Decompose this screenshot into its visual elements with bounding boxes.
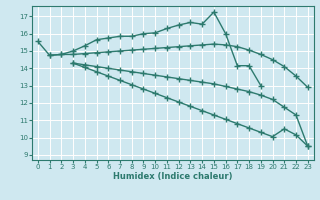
X-axis label: Humidex (Indice chaleur): Humidex (Indice chaleur) bbox=[113, 172, 233, 181]
